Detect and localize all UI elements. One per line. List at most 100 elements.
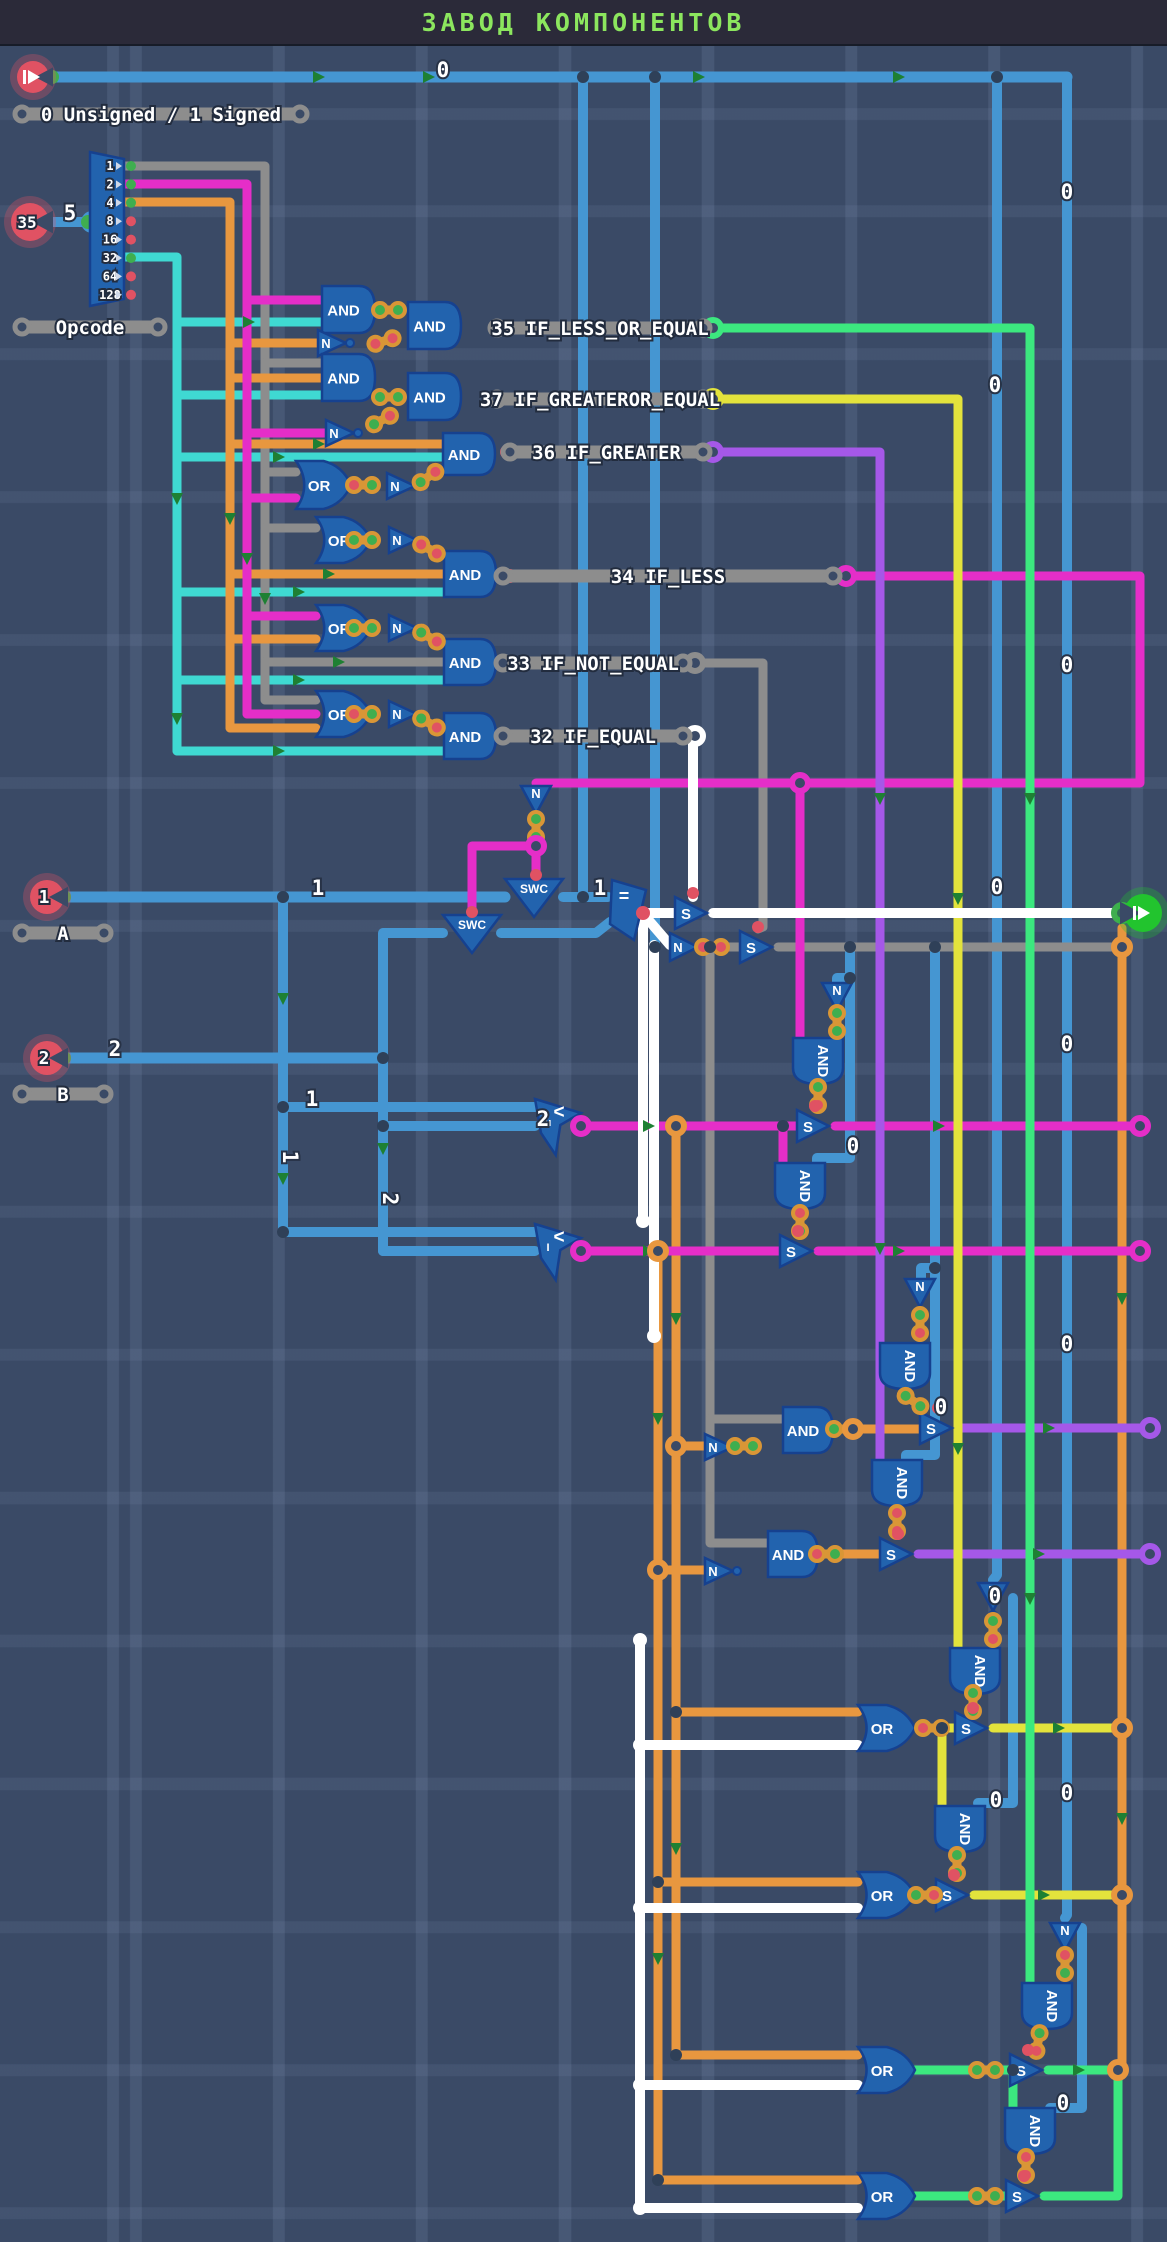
- wire-junction[interactable]: [525, 835, 547, 857]
- input-pin[interactable]: 1: [23, 873, 71, 921]
- pin-body[interactable]: [30, 880, 64, 914]
- wire-link[interactable]: [366, 329, 402, 353]
- gate-body[interactable]: [324, 418, 357, 448]
- input-pin[interactable]: [10, 54, 56, 100]
- wire-white[interactable]: [640, 911, 675, 950]
- gate-body[interactable]: [855, 1703, 917, 1753]
- and-gate[interactable]: AND: [320, 352, 377, 403]
- and-gate[interactable]: AND: [442, 549, 498, 599]
- and-gate[interactable]: AND: [773, 1161, 827, 1211]
- and-gate[interactable]: AND: [320, 284, 377, 335]
- gate-body[interactable]: [518, 784, 554, 817]
- gate-body[interactable]: [385, 471, 418, 501]
- gate-body[interactable]: [406, 300, 463, 351]
- gate-body[interactable]: [902, 1277, 938, 1310]
- and-gate[interactable]: AND: [870, 1458, 924, 1508]
- gate-body[interactable]: [533, 1097, 585, 1159]
- equal-gate[interactable]: =: [608, 878, 648, 943]
- or-gate[interactable]: OR: [855, 1870, 917, 1920]
- and-gate[interactable]: AND: [766, 1529, 820, 1579]
- wire-blue[interactable]: [988, 72, 1002, 1585]
- gate-body[interactable]: [855, 2171, 917, 2221]
- gate-body[interactable]: [293, 459, 353, 511]
- and-gate[interactable]: AND: [1003, 2106, 1057, 2156]
- wire-blue[interactable]: [1045, 1923, 1087, 2113]
- wire-blue[interactable]: [1060, 72, 1072, 1923]
- label-component[interactable]: A: [12, 921, 114, 947]
- wire-link[interactable]: [411, 462, 445, 492]
- label-component[interactable]: Opcode: [12, 315, 168, 341]
- gate-body[interactable]: [313, 515, 373, 565]
- wire-link[interactable]: [968, 2061, 1004, 2079]
- wire-magenta[interactable]: [531, 571, 1145, 788]
- wire-gray[interactable]: [117, 161, 270, 705]
- wire-magenta[interactable]: [117, 179, 252, 719]
- gate-body[interactable]: [738, 928, 775, 966]
- gate-body[interactable]: [316, 328, 349, 358]
- gate-body[interactable]: [387, 613, 420, 643]
- wire-green[interactable]: [1039, 2065, 1123, 2201]
- byte-splitter[interactable]: 1 2 4 8 16 32 64 128: [88, 150, 136, 308]
- gate-body[interactable]: [1004, 2177, 1041, 2215]
- splitter-body[interactable]: [88, 150, 126, 308]
- or-gate[interactable]: OR: [313, 689, 373, 739]
- gate-body[interactable]: [953, 1709, 990, 1747]
- and-gate[interactable]: AND: [878, 1341, 932, 1391]
- wire-blue[interactable]: [496, 917, 615, 938]
- wire-junction[interactable]: [1111, 1717, 1133, 1739]
- wire-purple[interactable]: [708, 447, 885, 1465]
- wire-link[interactable]: [345, 531, 381, 549]
- label-component[interactable]: 34 IF_LESS: [493, 564, 843, 590]
- not-gate[interactable]: N: [703, 1556, 742, 1586]
- and-gate[interactable]: AND: [933, 1804, 987, 1854]
- wire-junction[interactable]: [665, 1115, 687, 1137]
- wire-junction[interactable]: [647, 1559, 669, 1581]
- wire-link[interactable]: [345, 705, 381, 723]
- pin-body[interactable]: [30, 1041, 64, 1075]
- wire-link[interactable]: [808, 1545, 844, 1563]
- wire-yellow[interactable]: [708, 394, 963, 1653]
- wire-junction[interactable]: [665, 1435, 687, 1457]
- or-gate[interactable]: OR: [293, 459, 353, 511]
- wire-link[interactable]: [345, 476, 381, 494]
- wire-junction[interactable]: [789, 772, 811, 794]
- wire-link[interactable]: [412, 709, 447, 737]
- and-gate[interactable]: AND: [441, 431, 497, 477]
- wire-link[interactable]: [828, 1004, 846, 1040]
- wire-link[interactable]: [907, 1886, 943, 1904]
- gate-body[interactable]: [673, 894, 710, 932]
- switch-gate[interactable]: S: [1004, 2177, 1041, 2215]
- label-component[interactable]: 35 IF_LESS_OR_EQUAL: [487, 316, 713, 342]
- gate-body[interactable]: [795, 1107, 832, 1145]
- or-gate[interactable]: OR: [313, 515, 373, 565]
- gate-body[interactable]: [668, 930, 701, 964]
- wire-link[interactable]: [365, 406, 400, 434]
- wire-link[interactable]: [896, 1386, 930, 1416]
- gate-body[interactable]: [1047, 1921, 1083, 1954]
- switch-gate[interactable]: S: [738, 928, 775, 966]
- wire-junction[interactable]: [647, 1240, 669, 1262]
- gate-body[interactable]: [608, 878, 648, 943]
- switch-gate[interactable]: S: [673, 894, 710, 932]
- wire-magenta[interactable]: [467, 841, 541, 921]
- input-pin[interactable]: 35: [4, 196, 56, 248]
- switch-gate[interactable]: S: [878, 1535, 915, 1573]
- wire-junction[interactable]: [1139, 1543, 1161, 1565]
- input-pin[interactable]: 2: [23, 1034, 71, 1082]
- swc-gate[interactable]: SWC: [440, 913, 504, 956]
- and-gate[interactable]: AND: [442, 711, 498, 761]
- or-gate[interactable]: OR: [855, 2045, 917, 2095]
- or-gate[interactable]: OR: [855, 1703, 917, 1753]
- gate-body[interactable]: [533, 1222, 585, 1284]
- gate-body[interactable]: [313, 603, 373, 653]
- gate-body[interactable]: [703, 1432, 736, 1462]
- label-component[interactable]: 0 Unsigned / 1 Signed: [12, 102, 310, 128]
- and-gate[interactable]: AND: [442, 637, 498, 687]
- gate-body[interactable]: [778, 1232, 815, 1270]
- less-than-gate[interactable]: <I: [533, 1222, 585, 1284]
- not-gate[interactable]: N: [316, 328, 355, 358]
- wire-junction[interactable]: [1111, 936, 1133, 958]
- label-component[interactable]: 37 IF_GREATEROR_EQUAL: [478, 387, 722, 413]
- gate-body[interactable]: [441, 431, 497, 477]
